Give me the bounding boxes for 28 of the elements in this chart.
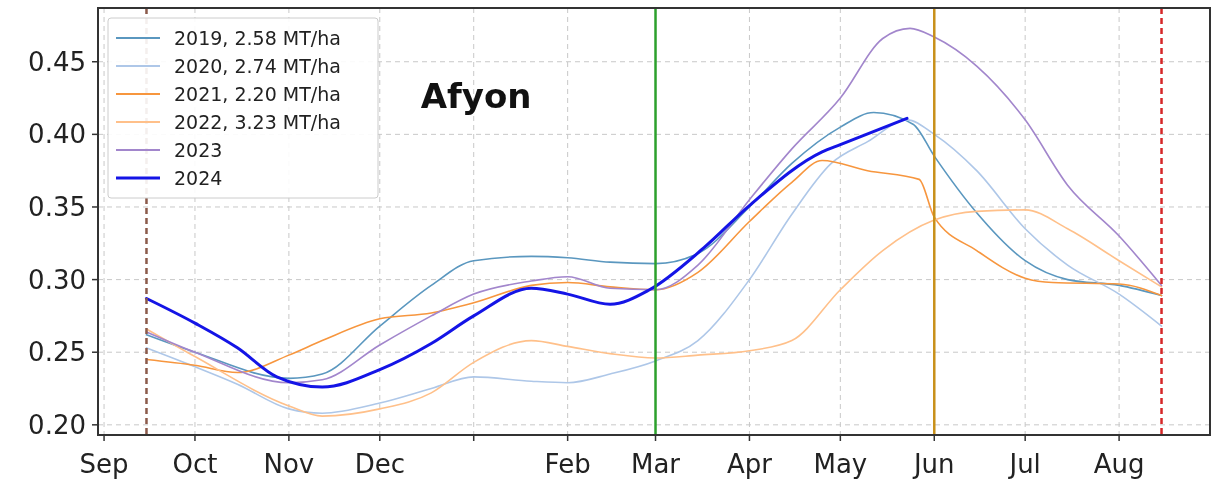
legend-label: 2023 [174, 138, 223, 161]
x-tick-label: May [813, 449, 868, 479]
legend-label: 2020, 2.74 MT/ha [174, 54, 341, 77]
x-tick-label: Aug [1093, 449, 1145, 479]
y-tick-label: 0.30 [28, 264, 86, 295]
y-tick-label: 0.35 [28, 192, 86, 223]
x-tick-label: Sep [79, 449, 129, 479]
legend-label: 2021, 2.20 MT/ha [174, 82, 341, 105]
line-series [145, 27, 1163, 384]
line-series [144, 116, 909, 389]
line-series [145, 159, 1163, 374]
x-tick-label: Apr [726, 449, 773, 479]
x-tick-label: Oct [172, 449, 218, 479]
y-tick-label: 0.25 [28, 337, 86, 368]
line-series [145, 209, 1163, 417]
legend-label: 2019, 2.58 MT/ha [174, 26, 341, 49]
x-tick-label: Nov [263, 449, 315, 479]
x-tick-label: Feb [544, 449, 591, 479]
x-tick-label: Jun [911, 449, 955, 479]
x-tick-label: Jul [1007, 449, 1041, 479]
x-tick-label: Dec [354, 449, 405, 479]
y-tick-label: 0.20 [28, 409, 86, 440]
y-tick-label: 0.45 [28, 46, 86, 77]
x-tick-label: Mar [630, 449, 681, 479]
legend-label: 2024 [174, 166, 223, 189]
y-tick-label: 0.40 [28, 119, 86, 150]
text: Afyon [420, 76, 532, 116]
legend-label: 2022, 3.23 MT/ha [174, 110, 341, 133]
